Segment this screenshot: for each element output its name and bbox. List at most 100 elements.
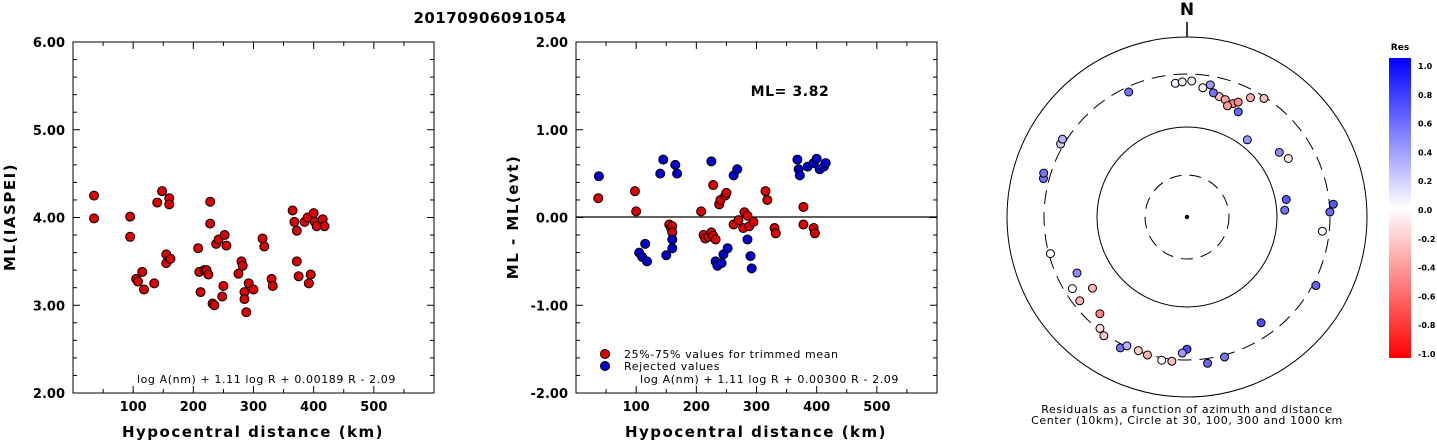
data-point (305, 269, 316, 280)
colorbar-tick-label: -1.0 (1418, 350, 1436, 359)
rejected-point (661, 250, 672, 261)
station-point (1177, 348, 1187, 358)
azimuth-panel: N Residuals as a function of azimuth and… (1006, 0, 1368, 427)
data-point (287, 205, 298, 216)
data-point (233, 268, 244, 279)
x-tick-labels: 100 200 300 400 500 (623, 400, 891, 415)
trimmed-point (593, 193, 604, 204)
data-point (209, 300, 220, 311)
station-point (1203, 358, 1213, 368)
data-point (241, 307, 252, 318)
data-point (259, 241, 270, 252)
tick-marks (73, 42, 434, 393)
station-point (1325, 207, 1335, 217)
rejected-point (742, 234, 753, 245)
trimmed-point (629, 186, 640, 197)
formula-annotation: log A(nm) + 1.11 log R + 0.00300 R - 2.0… (640, 373, 899, 386)
rejected-point (716, 258, 727, 269)
station-point (1233, 97, 1243, 107)
y-tick-label: 3.00 (33, 299, 65, 314)
data-point (157, 186, 168, 197)
station-point (1067, 284, 1077, 294)
rejected-point (672, 168, 683, 179)
colorbar-tick-label: -0.8 (1418, 321, 1436, 330)
dashed-circle-inner (1144, 174, 1230, 260)
dashed-circle-outer (1043, 73, 1331, 361)
trimmed-point (721, 187, 732, 198)
data-points (89, 186, 330, 318)
rejected-point (820, 158, 831, 169)
station-point (1142, 350, 1152, 360)
station-point (1245, 93, 1255, 103)
rejected-point (593, 171, 604, 182)
x-axis-label: Hypocentral distance (km) (122, 423, 384, 441)
station-point (1281, 195, 1291, 205)
data-point (248, 284, 259, 295)
rejected-point (641, 256, 652, 267)
trimmed-point (710, 234, 721, 245)
trimmed-point (798, 201, 809, 212)
rejected-point (792, 154, 803, 165)
station-point (1167, 356, 1177, 366)
station-point (1280, 205, 1290, 215)
trimmed-point (748, 216, 759, 227)
station-points (1038, 76, 1338, 368)
data-point (291, 225, 302, 236)
center-point (1184, 214, 1190, 220)
y-tick-label: -2.00 (531, 387, 568, 402)
x-tick-labels: 100 200 300 400 500 (120, 400, 388, 415)
station-point (1095, 323, 1105, 333)
trimmed-point (770, 228, 781, 239)
data-point (138, 284, 149, 295)
rejected-point (746, 263, 757, 274)
station-point (1177, 77, 1187, 87)
data-point (319, 221, 330, 232)
y-tick-labels: -2.00 -1.00 0.00 1.00 2.00 (531, 36, 568, 402)
y-tick-label: 4.00 (33, 212, 65, 227)
data-point (205, 196, 216, 207)
station-point (1099, 331, 1109, 341)
data-point (137, 266, 148, 277)
data-point (217, 291, 228, 302)
colorbar-tick-label: 0.2 (1418, 177, 1432, 186)
station-point (1039, 168, 1049, 178)
station-point (1095, 309, 1105, 319)
data-point (125, 211, 136, 222)
station-point (1328, 199, 1338, 209)
data-point (239, 294, 250, 305)
station-point (1157, 355, 1167, 365)
station-point (1045, 249, 1055, 259)
trimmed-point (733, 215, 744, 226)
solid-circle-inner (1096, 126, 1278, 308)
y-tick-label: 2.00 (33, 387, 65, 402)
y-axis-label: ML - ML(evt) (504, 155, 522, 279)
colorbar-tick-label: 0.8 (1418, 91, 1433, 100)
legend-trimmed-label: 25%-75% values for trimmed mean (624, 348, 839, 361)
rejected-point (640, 238, 651, 249)
data-point (203, 269, 214, 280)
rejected-point (667, 243, 678, 254)
data-point (125, 231, 136, 242)
x-axis-label: Hypocentral distance (km) (625, 423, 887, 441)
trimmed-point (696, 206, 707, 217)
x-tick-label: 400 (803, 400, 830, 415)
trimmed-point (760, 186, 771, 197)
trimmed-point (708, 180, 719, 191)
caption-line-1: Residuals as a function of azimuth and d… (1041, 403, 1332, 416)
legend: 25%-75% values for trimmed mean Rejected… (600, 348, 839, 373)
x-tick-label: 500 (863, 400, 890, 415)
colorbar: Res 1.0 0.8 0.6 0.4 0.2 0.0 -0.2 -0.4 -0.6 -0.8 -1… (1389, 43, 1436, 359)
colorbar-tick-label: 0.0 (1418, 206, 1433, 215)
data-point (293, 271, 304, 282)
data-point (164, 199, 175, 210)
legend-trimmed-marker (600, 349, 610, 359)
x-tick-label: 400 (300, 400, 327, 415)
rejected-point (655, 168, 666, 179)
rejected-point (732, 164, 743, 175)
ml-value-label: ML= 3.82 (751, 84, 830, 100)
data-point (291, 256, 302, 267)
rejected-point (745, 251, 756, 262)
rejected-point (722, 243, 733, 254)
y-tick-label: -1.00 (531, 299, 568, 314)
